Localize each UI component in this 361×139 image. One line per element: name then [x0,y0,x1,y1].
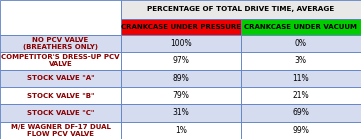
Text: COMPETITOR'S DRESS-UP PCV
VALVE: COMPETITOR'S DRESS-UP PCV VALVE [1,54,120,67]
Text: PERCENTAGE OF TOTAL DRIVE TIME, AVERAGE: PERCENTAGE OF TOTAL DRIVE TIME, AVERAGE [147,6,335,12]
Text: 79%: 79% [173,91,189,100]
Text: CRANKCASE UNDER PRESSURE: CRANKCASE UNDER PRESSURE [121,24,241,30]
Bar [121,70,241,87]
Text: NO PCV VALVE
(BREATHERS ONLY): NO PCV VALVE (BREATHERS ONLY) [23,37,98,50]
Text: 0%: 0% [295,39,307,48]
Bar [0,122,121,139]
Text: 21%: 21% [292,91,309,100]
Bar [0,87,121,104]
Bar [0,35,121,52]
Text: 11%: 11% [292,74,309,83]
Bar [241,35,361,52]
Text: STOCK VALVE "B": STOCK VALVE "B" [27,93,94,99]
Bar [241,104,361,122]
Bar [121,19,241,35]
Text: STOCK VALVE "C": STOCK VALVE "C" [27,110,94,116]
Text: M/E WAGNER DF-17 DUAL
FLOW PCV VALVE: M/E WAGNER DF-17 DUAL FLOW PCV VALVE [10,124,110,137]
Text: 1%: 1% [175,126,187,135]
Bar [121,122,241,139]
Bar [0,0,121,35]
Bar [121,35,241,52]
Bar [121,87,241,104]
Bar [0,104,121,122]
Bar [241,70,361,87]
Text: STOCK VALVE "A": STOCK VALVE "A" [27,75,94,81]
Text: 31%: 31% [173,108,189,117]
Bar [241,19,361,35]
Bar [121,52,241,70]
Text: 89%: 89% [173,74,189,83]
Bar [0,52,121,70]
Text: CRANKCASE UNDER VACUUM: CRANKCASE UNDER VACUUM [244,24,357,30]
Text: 3%: 3% [295,56,307,65]
Bar [121,104,241,122]
Text: 100%: 100% [170,39,192,48]
Text: 97%: 97% [173,56,189,65]
Bar [241,122,361,139]
Text: 99%: 99% [292,126,309,135]
Bar [121,0,361,19]
Text: 69%: 69% [292,108,309,117]
Bar [0,70,121,87]
Bar [241,87,361,104]
Bar [241,52,361,70]
